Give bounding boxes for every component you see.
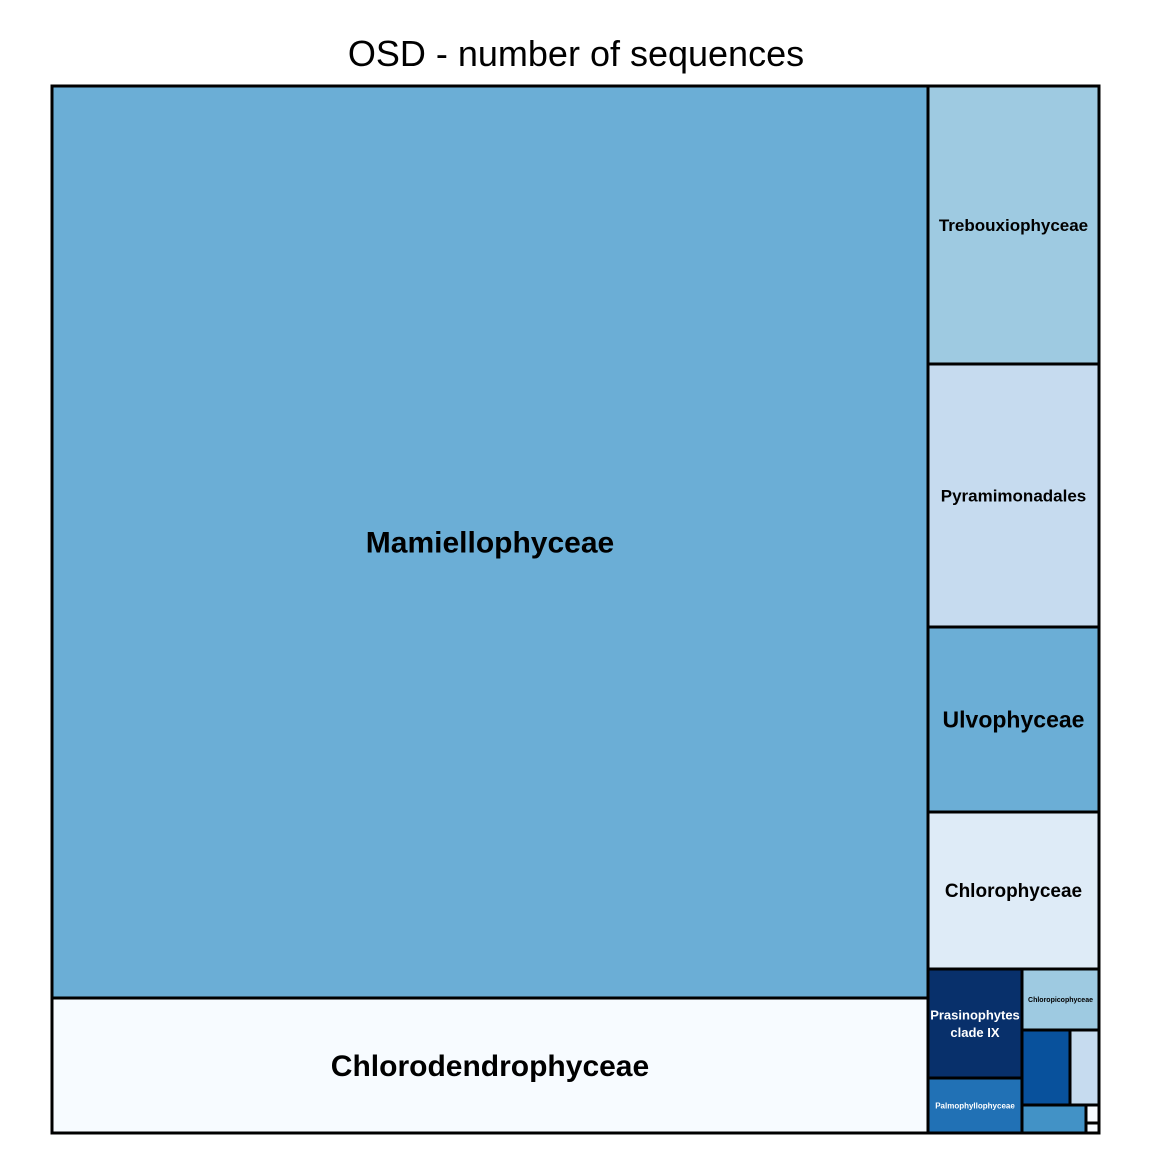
treemap-border xyxy=(50,84,1101,1135)
tile-label: Chloropicophyceae xyxy=(1028,997,1093,1004)
treemap-tile xyxy=(926,967,1024,1080)
treemap-tile xyxy=(926,84,1101,366)
tile-label: Trebouxiophyceae xyxy=(939,216,1088,235)
tile-label: Palmophyllophyceae xyxy=(935,1101,1015,1110)
treemap-tile xyxy=(1020,1028,1072,1107)
treemap-tile xyxy=(1068,1028,1101,1107)
treemap-tile xyxy=(50,84,930,1000)
tile-label: Mamiellophyceae xyxy=(366,527,614,560)
tile-label: Chlorophyceae xyxy=(945,881,1082,902)
tile-label: Pyramimonadales xyxy=(941,486,1087,505)
treemap-tile xyxy=(1084,1103,1101,1125)
treemap-tile xyxy=(50,996,930,1135)
treemap-tile xyxy=(1020,1103,1088,1135)
tile-label: Prasinophytes clade IX xyxy=(930,1007,1020,1040)
treemap-tiles: Mamiellophyceae Chlorodendrophyceae Trebou… xyxy=(50,84,1101,1135)
tile-label: Chlorodendrophyceae xyxy=(331,1050,649,1083)
chart-title: OSD - number of sequences xyxy=(347,33,805,74)
tile-label: Ulvophyceae xyxy=(943,707,1085,733)
